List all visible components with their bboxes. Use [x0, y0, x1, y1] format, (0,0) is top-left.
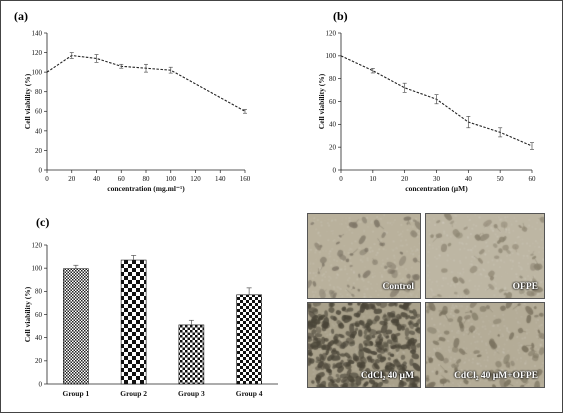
micrograph-image [426, 303, 544, 387]
panel-a-label: (a) [14, 9, 28, 23]
micrograph-label: CdCl₂ 40 µM [360, 371, 414, 381]
micrograph-image [426, 214, 544, 298]
y-tick-label: 80 [35, 288, 43, 296]
bar [63, 268, 89, 385]
y-axis-title: Cell viability (%) [317, 73, 326, 129]
y-tick-label: 20 [329, 144, 337, 152]
x-tick-label: 120 [190, 175, 201, 183]
chart-c: 0 20 40 60 80 100 120 Cell viability (%) Group 1… [23, 241, 278, 398]
chart-a: 0 20 40 60 80 100 120 140 0 20 40 60 80 100 120 140 160 c… [23, 29, 251, 193]
y-tick-label: 0 [39, 166, 43, 174]
bar [120, 259, 147, 385]
y-tick-label: 100 [32, 69, 43, 77]
y-tick-label: 120 [326, 29, 337, 37]
micrograph-image [308, 303, 420, 387]
x-tick-label: 100 [166, 175, 177, 183]
micrograph-cdcl2-ofpe: CdCl₂ 40 µM+OFPE [425, 302, 545, 388]
x-tick-label: 40 [465, 175, 473, 183]
data-series-line [46, 54, 246, 112]
x-tick-label: 40 [93, 175, 101, 183]
panel-b-label: (b) [333, 9, 348, 23]
y-tick-label: 20 [35, 357, 43, 365]
y-tick-label: 60 [35, 108, 43, 116]
micrograph-image [308, 214, 420, 298]
y-tick-label: 120 [32, 241, 43, 249]
y-tick-label: 80 [35, 88, 43, 96]
y-tick-label: 140 [32, 29, 43, 37]
micrograph-control: Control [307, 213, 421, 299]
x-category-label: Group 1 [63, 389, 90, 398]
y-tick-label: 80 [329, 75, 337, 83]
micrograph-ofpe: OFPE [425, 213, 545, 299]
y-tick-label: 120 [32, 49, 43, 57]
y-tick-label: 0 [333, 166, 337, 174]
y-tick-label: 100 [32, 265, 43, 273]
bar [178, 324, 205, 385]
micrograph-cdcl2: CdCl₂ 40 µM [307, 302, 421, 388]
micrograph-label: Control [382, 282, 415, 292]
y-tick-label: 0 [39, 380, 43, 388]
x-tick-label: 0 [339, 175, 343, 183]
x-tick-label: 160 [240, 175, 251, 183]
x-tick-label: 140 [215, 175, 226, 183]
y-tick-label: 40 [35, 334, 43, 342]
y-tick-label: 40 [35, 127, 43, 135]
y-tick-label: 40 [329, 121, 337, 129]
x-category-label: Group 2 [120, 389, 147, 398]
x-tick-label: 80 [143, 175, 151, 183]
chart-b: 0 20 40 60 80 100 120 0 10 20 30 40 50 60 concentratio… [317, 29, 536, 193]
x-tick-label: 60 [529, 175, 537, 183]
y-axis-title: Cell viability (%) [23, 286, 32, 342]
x-tick-label: 20 [401, 175, 409, 183]
x-tick-label: 50 [497, 175, 505, 183]
y-tick-label: 60 [329, 98, 337, 106]
x-axis-title: concentration (mg.ml⁻¹) [107, 184, 185, 193]
x-tick-label: 30 [433, 175, 441, 183]
x-tick-label: 0 [45, 175, 49, 183]
x-tick-label: 10 [369, 175, 377, 183]
micrograph-label: OFPE [512, 282, 538, 292]
y-tick-label: 60 [35, 311, 43, 319]
x-tick-label: 60 [118, 175, 126, 183]
y-tick-label: 100 [326, 52, 337, 60]
x-category-label: Group 3 [178, 389, 205, 398]
x-axis-title: concentration (µM) [405, 184, 468, 193]
y-axis-title: Cell viability (%) [23, 73, 32, 129]
y-tick-label: 20 [35, 147, 43, 155]
panel-c-label: (c) [36, 215, 49, 229]
x-tick-label: 20 [68, 175, 76, 183]
x-category-label: Group 4 [236, 389, 263, 398]
micrograph-label: CdCl₂ 40 µM+OFPE [454, 371, 538, 381]
bar [236, 294, 262, 385]
